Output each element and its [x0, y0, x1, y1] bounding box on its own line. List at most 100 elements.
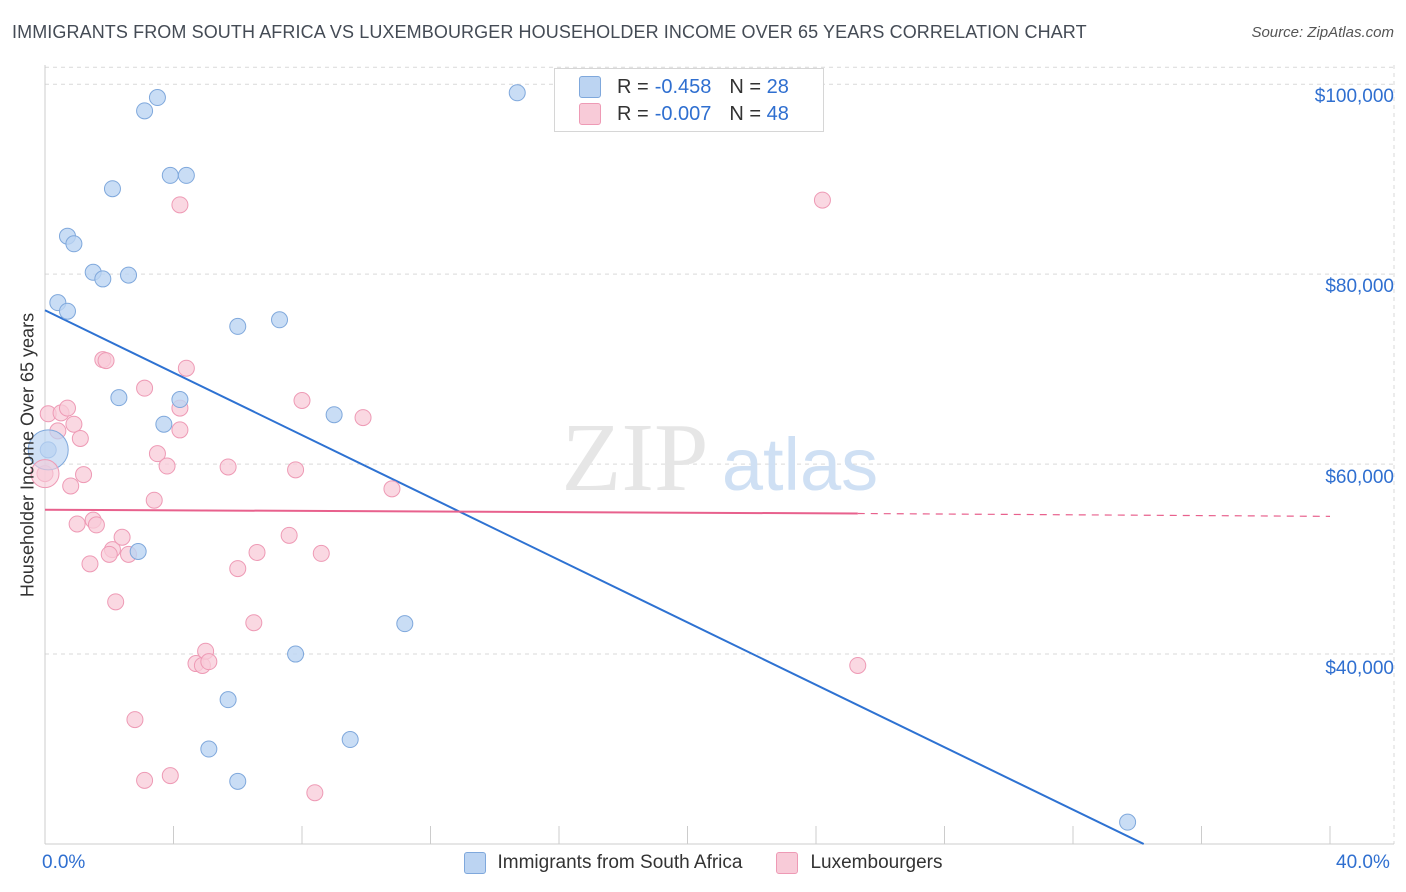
- point-luxembourgers[interactable]: [229, 560, 247, 578]
- grid-lines: [45, 65, 1395, 844]
- point-luxembourgers[interactable]: [161, 767, 179, 785]
- point-immigrants[interactable]: [110, 389, 128, 407]
- point-immigrants[interactable]: [341, 731, 359, 749]
- y-tick-label-40000: $40,000: [1325, 658, 1394, 679]
- point-luxembourgers[interactable]: [97, 352, 115, 370]
- point-luxembourgers[interactable]: [354, 409, 372, 427]
- point-luxembourgers[interactable]: [75, 466, 93, 484]
- point-immigrants[interactable]: [177, 166, 195, 184]
- legend-item-luxembourgers[interactable]: Luxembourgers: [776, 852, 943, 874]
- trend-line-luxembourgers-extrapolated: [857, 512, 1331, 517]
- source-label: Source: ZipAtlas.com: [1251, 24, 1394, 41]
- point-luxembourgers[interactable]: [81, 555, 99, 573]
- point-luxembourgers-large[interactable]: [30, 459, 60, 489]
- legend-swatch-pink: [776, 852, 799, 874]
- point-luxembourgers[interactable]: [171, 196, 189, 214]
- axes: [44, 65, 1394, 845]
- stats-legend: R = -0.458 N = 28 R = -0.007 N = 48: [554, 68, 824, 132]
- data-points: [27, 84, 1137, 831]
- point-luxembourgers[interactable]: [65, 415, 83, 433]
- n-value: 48: [766, 102, 789, 125]
- point-luxembourgers[interactable]: [145, 491, 163, 509]
- watermark-zip: ZIP: [562, 404, 709, 512]
- chart-title: IMMIGRANTS FROM SOUTH AFRICA VS LUXEMBOU…: [12, 22, 1087, 42]
- point-immigrants[interactable]: [129, 542, 147, 560]
- point-immigrants[interactable]: [229, 772, 247, 790]
- point-luxembourgers[interactable]: [293, 391, 311, 409]
- stats-legend-row-pink: R = -0.007 N = 48: [579, 101, 789, 127]
- point-luxembourgers[interactable]: [813, 191, 831, 209]
- point-immigrants[interactable]: [287, 645, 305, 663]
- point-luxembourgers[interactable]: [136, 771, 154, 789]
- point-luxembourgers[interactable]: [126, 711, 144, 729]
- point-immigrants[interactable]: [396, 615, 414, 633]
- x-tick-label-min: 0.0%: [42, 852, 86, 873]
- point-immigrants[interactable]: [271, 311, 289, 329]
- blue-swatch: [579, 76, 601, 98]
- point-luxembourgers[interactable]: [71, 429, 89, 447]
- point-luxembourgers[interactable]: [148, 445, 166, 463]
- point-immigrants[interactable]: [58, 302, 76, 320]
- watermark-atlas: atlas: [722, 423, 878, 506]
- n-label: N =: [729, 102, 762, 125]
- point-luxembourgers[interactable]: [383, 480, 401, 498]
- point-luxembourgers[interactable]: [245, 614, 263, 632]
- point-immigrants[interactable]: [508, 84, 526, 102]
- stats-legend-row-blue: R = -0.458 N = 28: [579, 74, 789, 100]
- series-legend: Immigrants from South Africa Luxembourge…: [0, 852, 1406, 874]
- point-immigrants[interactable]: [1119, 813, 1137, 831]
- point-luxembourgers[interactable]: [306, 784, 324, 802]
- point-immigrants[interactable]: [219, 691, 237, 709]
- point-immigrants[interactable]: [155, 415, 173, 433]
- r-label: R =: [617, 75, 649, 98]
- point-luxembourgers[interactable]: [58, 399, 76, 417]
- point-luxembourgers[interactable]: [177, 359, 195, 377]
- point-immigrants[interactable]: [65, 235, 83, 253]
- legend-label: Luxembourgers: [810, 852, 943, 873]
- trend-line-immigrants: [44, 309, 1145, 845]
- trend-line-luxembourgers: [44, 508, 858, 515]
- pink-swatch: [579, 103, 601, 125]
- point-luxembourgers[interactable]: [171, 421, 189, 439]
- r-label: R =: [617, 102, 649, 125]
- point-immigrants[interactable]: [148, 89, 166, 107]
- point-luxembourgers[interactable]: [68, 515, 86, 533]
- point-immigrants[interactable]: [136, 102, 154, 120]
- y-tick-label-100000: $100,000: [1314, 86, 1394, 107]
- trend-lines: [44, 309, 1331, 845]
- point-immigrants[interactable]: [325, 406, 343, 424]
- point-luxembourgers[interactable]: [100, 545, 118, 563]
- y-tick-label-60000: $60,000: [1325, 467, 1394, 488]
- point-luxembourgers[interactable]: [200, 653, 218, 671]
- point-luxembourgers[interactable]: [87, 516, 105, 534]
- legend-swatch-blue: [463, 852, 486, 874]
- point-luxembourgers[interactable]: [248, 543, 266, 561]
- y-axis-label: Householder Income Over 65 years: [17, 312, 38, 598]
- point-luxembourgers[interactable]: [113, 528, 131, 546]
- point-luxembourgers[interactable]: [62, 477, 80, 495]
- point-immigrants[interactable]: [161, 166, 179, 184]
- r-value: -0.007: [654, 102, 712, 125]
- point-immigrants[interactable]: [94, 270, 112, 288]
- point-luxembourgers[interactable]: [287, 461, 305, 479]
- point-luxembourgers[interactable]: [849, 656, 867, 674]
- point-immigrants[interactable]: [200, 740, 218, 758]
- point-luxembourgers[interactable]: [280, 526, 298, 544]
- n-label: N =: [729, 75, 762, 98]
- y-tick-label-80000: $80,000: [1325, 276, 1394, 297]
- point-luxembourgers[interactable]: [219, 458, 237, 476]
- point-immigrants[interactable]: [103, 180, 121, 198]
- point-luxembourgers[interactable]: [107, 593, 125, 611]
- point-luxembourgers[interactable]: [136, 379, 154, 397]
- point-immigrants[interactable]: [229, 317, 247, 335]
- point-immigrants[interactable]: [120, 266, 138, 284]
- r-value: -0.458: [654, 75, 712, 98]
- point-immigrants[interactable]: [171, 391, 189, 409]
- legend-item-immigrants[interactable]: Immigrants from South Africa: [463, 852, 742, 874]
- point-luxembourgers[interactable]: [158, 457, 176, 475]
- x-tick-label-max: 40.0%: [1336, 852, 1390, 873]
- point-luxembourgers[interactable]: [312, 544, 330, 562]
- n-value: 28: [766, 75, 789, 98]
- watermark: ZIP atlas: [562, 404, 879, 512]
